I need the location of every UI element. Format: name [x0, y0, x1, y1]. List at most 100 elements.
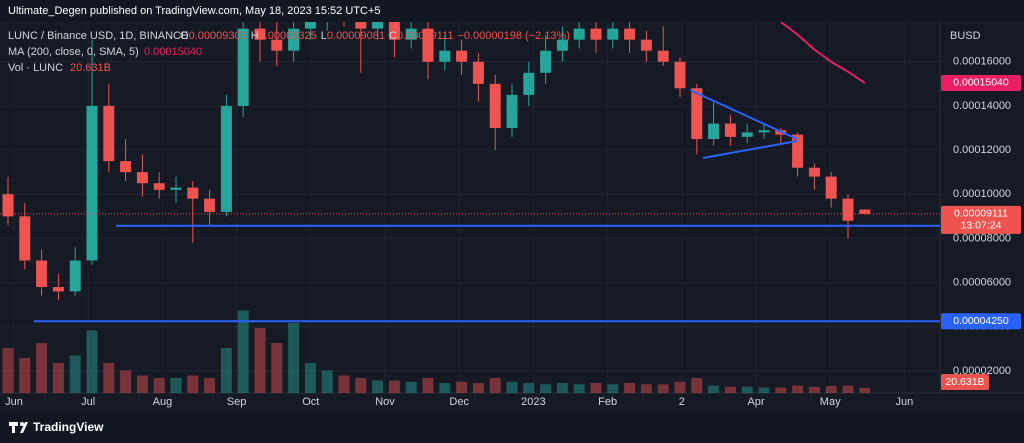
level-tag-label: 0.00004250: [953, 315, 1009, 327]
x-tick-label: Jun: [5, 396, 23, 408]
candle-body: [540, 50, 552, 73]
volume-tag-label: 20.631B: [945, 376, 984, 388]
x-tick-label: Apr: [747, 396, 764, 408]
ohlc-key: H: [251, 30, 259, 42]
ohlc-value: 0.00009309: [189, 30, 247, 42]
ma-tag: [941, 74, 1021, 91]
x-tick-label: Dec: [449, 396, 469, 408]
x-tick-label: Oct: [302, 396, 319, 408]
level-tag: [941, 313, 1021, 330]
drawings: [689, 89, 798, 159]
y-tick-label: 0.00016000: [953, 56, 1011, 68]
candle-body: [2, 194, 14, 217]
currency: BUSD: [950, 30, 981, 42]
candle-body: [153, 183, 165, 190]
ohlc-value: 0.00009081: [327, 30, 385, 42]
triangle-lower: [702, 140, 798, 159]
candle-body: [708, 123, 720, 140]
last-tag: [941, 205, 1021, 234]
y-tick-label: 0.00006000: [953, 276, 1011, 288]
vol-label: Vol · LUNC: [8, 62, 63, 74]
y-tick-label: 0.00010000: [953, 188, 1011, 200]
x-tick-label: Jul: [81, 396, 95, 408]
candle-body: [472, 61, 484, 84]
volume-bar: [204, 378, 216, 393]
candle-body: [136, 172, 148, 184]
volume-bar: [758, 387, 770, 393]
candle-body: [607, 28, 619, 40]
volume-bar: [288, 323, 300, 393]
volume-tag: [941, 374, 989, 390]
plot: [0, 22, 940, 393]
volume-bar: [355, 378, 367, 393]
ohlc-key: C: [389, 30, 397, 42]
ohlc: O0.00009309 H0.00009325 L0.00009081 C0.0000…: [180, 30, 570, 42]
candle-body: [372, 22, 384, 29]
candle-body: [724, 123, 736, 137]
candle-body: [422, 28, 434, 62]
candle-body: [220, 105, 232, 212]
volume-bar: [472, 383, 484, 393]
volume-bar: [741, 386, 753, 393]
candle-body: [86, 105, 98, 261]
candle-body: [859, 209, 871, 214]
ohlc-value: 0.00009325: [259, 30, 317, 42]
grid: [0, 22, 940, 393]
volume-bar: [775, 387, 787, 393]
volume-bar: [338, 375, 350, 393]
ma-label: MA (200, close, 0, SMA, 5): [8, 46, 139, 58]
volume-bar: [52, 363, 64, 393]
volume-bar: [388, 380, 400, 393]
publish-note: Ultimate_Degen published on TradingView.…: [8, 5, 381, 17]
volume-bar: [120, 370, 132, 393]
ohlc-key: L: [321, 30, 327, 42]
volume-bar: [220, 348, 232, 393]
candle-body: [657, 50, 669, 62]
candle-body: [674, 61, 686, 89]
volume-bar: [607, 384, 619, 393]
candle-body: [741, 132, 753, 137]
volume-bar: [657, 384, 669, 393]
countdown: 13:07:24: [961, 220, 1002, 232]
candle-body: [355, 22, 367, 29]
candle-body: [624, 28, 636, 40]
candle-body: [36, 260, 48, 287]
candle-body: [758, 130, 770, 133]
change: −0.00000198 (−2.13%): [457, 30, 570, 42]
footer-bar: [0, 413, 1024, 443]
volume-bar: [573, 384, 585, 393]
ohlc-key: O: [180, 30, 189, 42]
x-tick-label: Jun: [896, 396, 914, 408]
volume-bar: [825, 386, 837, 393]
volume-bar: [187, 375, 199, 393]
candle-body: [69, 260, 81, 292]
candle-body: [170, 187, 182, 190]
candle-body: [792, 134, 804, 168]
candle-body: [19, 216, 31, 261]
volume-bar: [691, 378, 703, 393]
candle-body: [405, 28, 417, 40]
candle-body: [271, 39, 283, 51]
candle-body: [590, 28, 602, 40]
candle-body: [254, 28, 266, 40]
volume-bar: [708, 385, 720, 393]
candle-body: [120, 161, 132, 173]
volume-bar: [153, 378, 165, 393]
ma-line: [780, 22, 866, 84]
x-tick-label: May: [820, 396, 841, 408]
candle-body: [439, 50, 451, 62]
volume-bar: [523, 383, 535, 393]
volume-bar: [792, 385, 804, 393]
ma-tag-label: 0.00015040: [953, 77, 1009, 89]
brand: TradingView: [33, 420, 104, 434]
top-bar: [0, 0, 1024, 22]
volume-bar: [321, 370, 333, 393]
candle-body: [842, 198, 854, 221]
volume-bar: [859, 387, 871, 393]
logo: [9, 422, 28, 433]
x-tick-label: Sep: [227, 396, 247, 408]
x-tick-label: Feb: [598, 396, 617, 408]
volume-bar: [842, 385, 854, 393]
volume-bar: [640, 384, 652, 393]
volume-bar: [624, 383, 636, 393]
